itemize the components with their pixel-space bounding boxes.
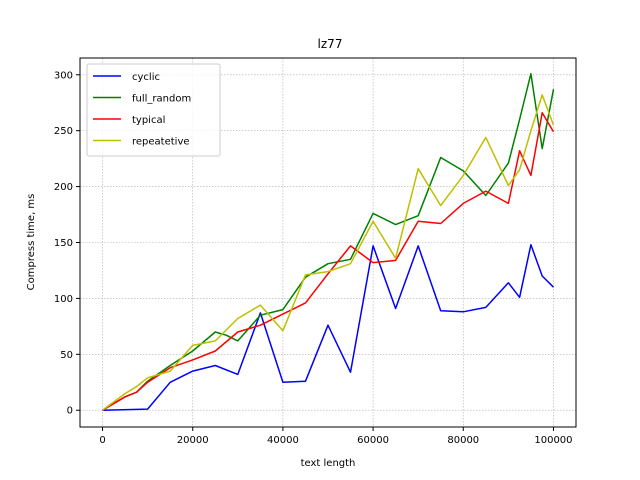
series-lines <box>102 72 555 411</box>
legend-label: cyclic <box>132 72 160 83</box>
legend-label: repeatetive <box>132 137 190 148</box>
series-line-cyclic <box>102 243 555 411</box>
x-tick-label: 60000 <box>357 435 389 446</box>
x-tick-label: 100000 <box>534 435 572 446</box>
series-line-full_random <box>102 72 555 411</box>
y-axis-label: Compress time, ms <box>26 194 37 291</box>
x-axis-label: text length <box>301 458 356 469</box>
axis-ticks: 0 20000 40000 60000 80000 100000 0 50 100 150 200 2… <box>54 70 573 446</box>
x-tick-label: 20000 <box>177 435 209 446</box>
series-line-repeatetive <box>102 94 555 411</box>
y-tick-label: 300 <box>54 70 73 81</box>
x-tick-label: 40000 <box>267 435 299 446</box>
y-tick-label: 250 <box>54 126 73 137</box>
y-tick-label: 0 <box>67 406 73 417</box>
y-tick-label: 200 <box>54 182 73 193</box>
legend-label: full_random <box>132 94 191 105</box>
x-tick-label: 80000 <box>447 435 479 446</box>
y-tick-label: 150 <box>54 238 73 249</box>
legend-box <box>86 63 221 157</box>
chart-title: lz77 <box>318 37 343 51</box>
series-line-typical <box>102 112 555 411</box>
x-tick-label: 0 <box>99 435 105 446</box>
y-tick-label: 50 <box>60 350 73 361</box>
y-tick-label: 100 <box>54 294 73 305</box>
legend-label: typical <box>132 115 165 126</box>
